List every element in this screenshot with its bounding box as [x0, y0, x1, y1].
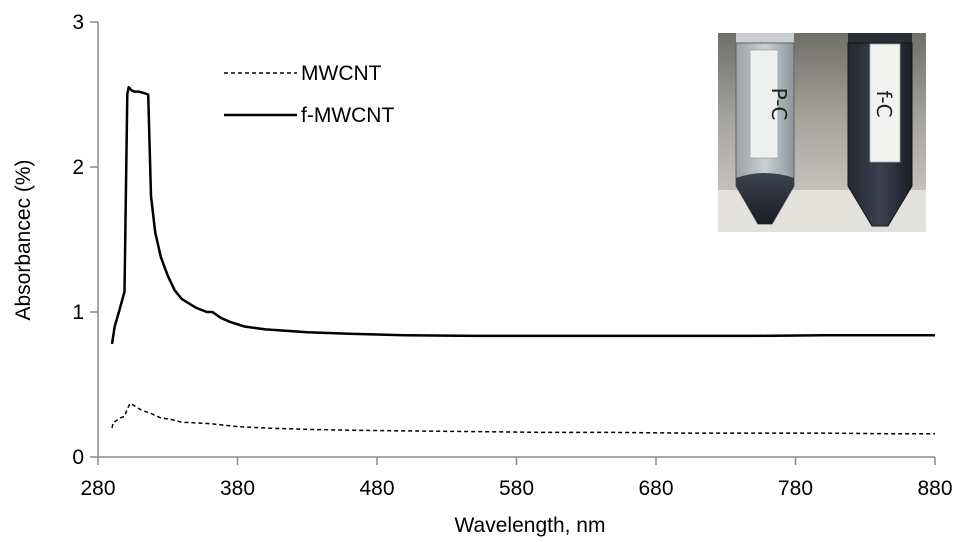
x-tick-label: 680 [638, 477, 673, 500]
x-tick-label: 580 [499, 477, 534, 500]
y-ticks: 0 1 2 3 [72, 11, 98, 469]
x-axis-title: Wavelength, nm [455, 514, 606, 537]
x-tick-label: 480 [359, 477, 394, 500]
series-layer [110, 86, 935, 435]
y-tick-label: 3 [72, 11, 84, 34]
tube-pc: P-C [735, 33, 795, 225]
tube-label-fc: f-C [872, 90, 896, 117]
y-tick-label: 1 [72, 301, 84, 324]
y-axis-title: Absorbancec (%) [12, 159, 35, 320]
legend-label-f-mwcnt: f-MWCNT [301, 104, 394, 127]
x-tick-label: 380 [220, 477, 255, 500]
y-tick-label: 0 [72, 446, 84, 469]
x-ticks: 280 380 480 580 680 780 880 [80, 457, 953, 500]
legend: MWCNT f-MWCNT [224, 62, 394, 127]
x-tick-label: 280 [80, 477, 115, 500]
x-tick-label: 780 [778, 477, 813, 500]
series-line-mwcnt [111, 402, 935, 435]
y-tick-label: 2 [72, 156, 84, 179]
tube-label-pc: P-C [767, 88, 791, 121]
legend-label-mwcnt: MWCNT [301, 62, 382, 85]
x-tick-label: 880 [917, 477, 952, 500]
tube-fc: f-C [847, 33, 913, 227]
series-line-f-mwcnt [110, 86, 935, 345]
inset-photo: P-C f-C [718, 33, 926, 232]
